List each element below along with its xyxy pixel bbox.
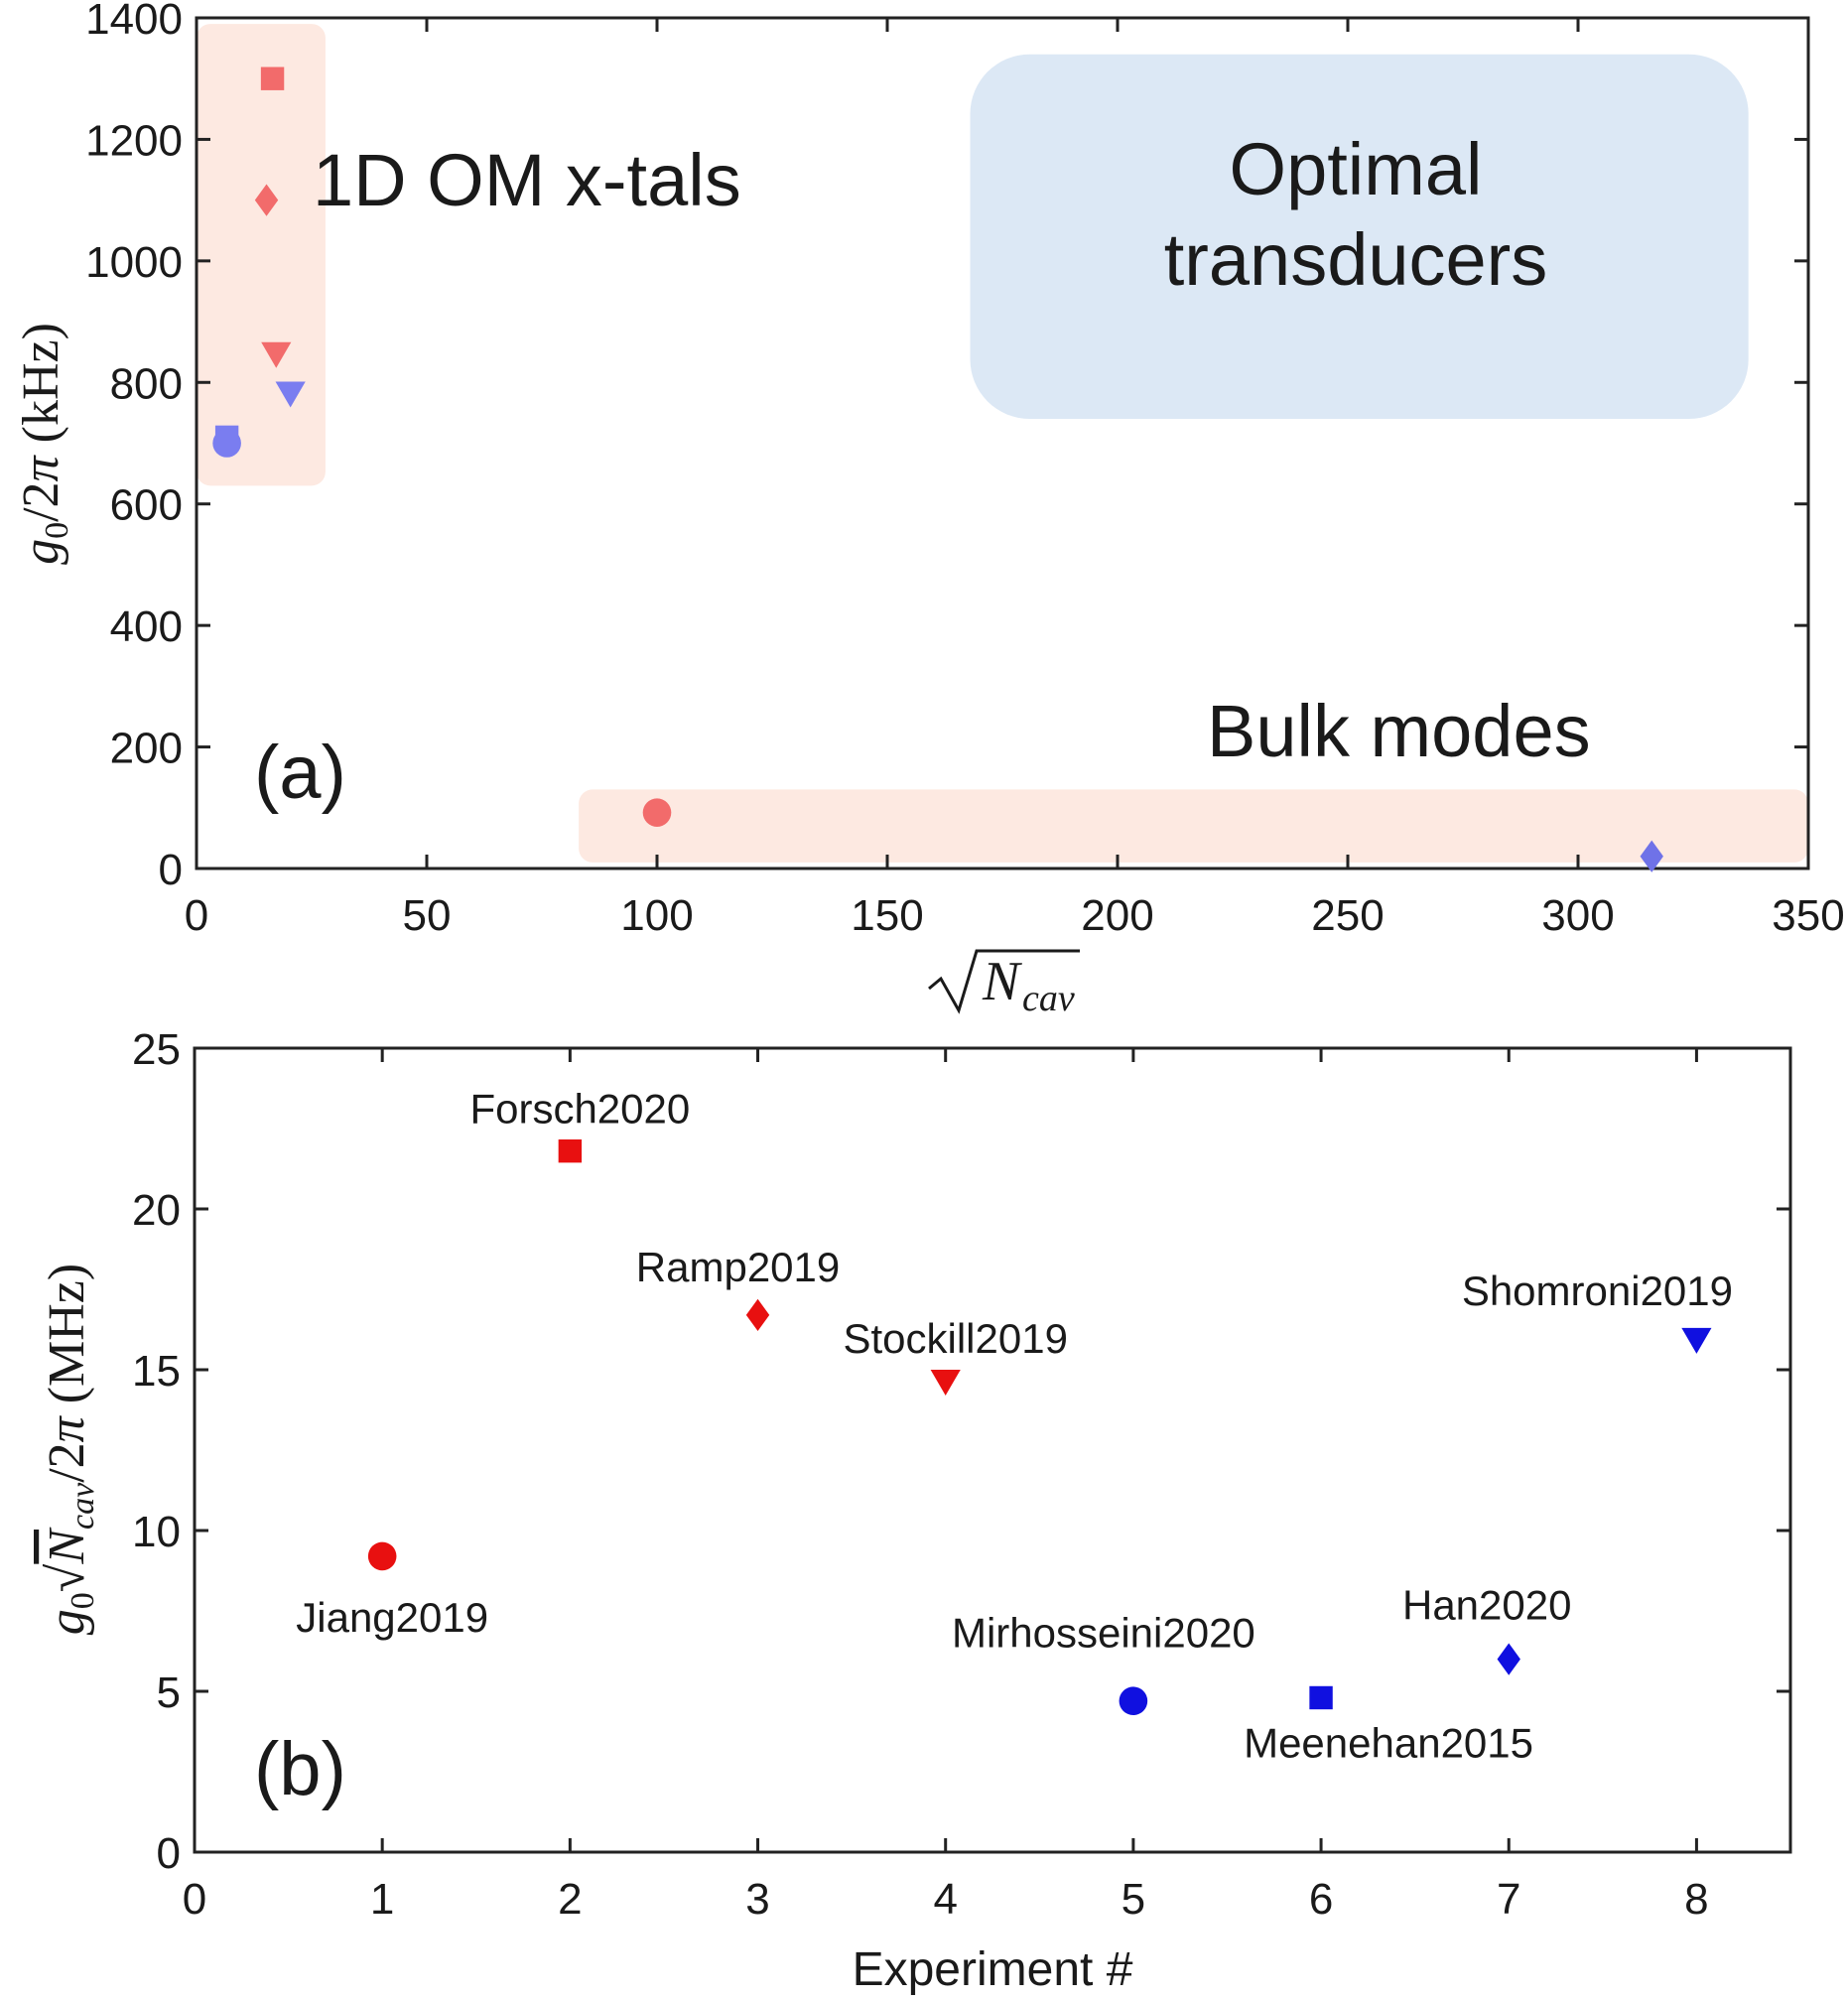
y-tick-label: 600 bbox=[110, 481, 183, 530]
y-tick-label: 1200 bbox=[85, 116, 183, 165]
y-tick-label: 0 bbox=[159, 846, 183, 894]
x-tick-label: 1 bbox=[370, 1875, 394, 1924]
panel-a: 0 50 100 150 200 250 300 350 0 200 400 600 800 1000 12… bbox=[13, 0, 1845, 1019]
panel-a-point-7 bbox=[1640, 840, 1663, 872]
x-tick-label: 7 bbox=[1497, 1875, 1520, 1924]
panel-b-ylabel: g0√Ncav/2π (MHz) bbox=[39, 1264, 101, 1635]
panel-b-point-meenehan2015 bbox=[1309, 1685, 1333, 1710]
point-label-stockill2019: Stockill2019 bbox=[843, 1315, 1067, 1362]
x-tick-label: 200 bbox=[1081, 891, 1153, 940]
y-tick-label: 1400 bbox=[85, 0, 183, 44]
point-label-forsch2020: Forsch2020 bbox=[469, 1086, 690, 1133]
region-label-optimal-transducers-line2: transducers bbox=[1164, 218, 1548, 301]
y-tick-label: 400 bbox=[110, 602, 183, 651]
region-1 bbox=[579, 789, 1808, 863]
panel-b-point-mirhosseini2020 bbox=[1119, 1686, 1148, 1716]
panel-a-ylabel: g0/2π (kHz) bbox=[13, 323, 75, 565]
region-0 bbox=[197, 24, 326, 486]
svg-text:g0/2π (kHz): g0/2π (kHz) bbox=[13, 323, 75, 565]
panel-a-label: (a) bbox=[254, 731, 346, 815]
panel-a-axes-box bbox=[195, 16, 1810, 870]
region-label-bulk-modes: Bulk modes bbox=[1207, 690, 1591, 772]
x-tick-label: 2 bbox=[558, 1875, 582, 1924]
panel-a-point-3 bbox=[275, 381, 306, 408]
x-tick-label: 300 bbox=[1541, 891, 1614, 940]
panel-a-xlabel: N cav bbox=[928, 949, 1080, 1019]
point-label-mirhosseini2020: Mirhosseini2020 bbox=[952, 1610, 1255, 1657]
x-tick-label: 0 bbox=[185, 891, 208, 940]
svg-text:N: N bbox=[982, 951, 1022, 1012]
x-tick-label: 150 bbox=[851, 891, 923, 940]
point-label-meenehan2015: Meenehan2015 bbox=[1244, 1719, 1533, 1766]
y-tick-label: 0 bbox=[157, 1829, 181, 1878]
panel-a-point-2 bbox=[261, 341, 292, 368]
x-tick-label: 350 bbox=[1772, 891, 1844, 940]
y-tick-label: 5 bbox=[157, 1668, 181, 1717]
point-label-han2020: Han2020 bbox=[1402, 1582, 1571, 1629]
y-tick-label: 10 bbox=[132, 1508, 181, 1556]
panel-b-point-ramp2019 bbox=[745, 1298, 770, 1332]
svg-text:g0√Ncav/2π (MHz): g0√Ncav/2π (MHz) bbox=[39, 1264, 101, 1635]
x-tick-label: 4 bbox=[933, 1875, 957, 1924]
x-tick-label: 50 bbox=[403, 891, 452, 940]
panel-a-point-1 bbox=[254, 184, 279, 216]
x-tick-label: 8 bbox=[1684, 1875, 1708, 1924]
panel-a-point-5 bbox=[212, 429, 241, 458]
x-tick-label: 250 bbox=[1311, 891, 1384, 940]
y-tick-label: 200 bbox=[110, 725, 183, 773]
x-tick-label: 0 bbox=[183, 1875, 206, 1924]
panel-b-xlabel: Experiment # bbox=[853, 1943, 1133, 1996]
x-tick-label: 3 bbox=[745, 1875, 769, 1924]
x-tick-label: 100 bbox=[620, 891, 693, 940]
panel-b-point-stockill2019 bbox=[930, 1369, 961, 1396]
region-2 bbox=[970, 54, 1749, 420]
panel-a-point-0 bbox=[260, 67, 285, 90]
panel-b: 0 1 2 3 4 5 6 7 8 0 5 10 15 20 25 Jiang2019 Forsch2020 R… bbox=[39, 1025, 1792, 1996]
svg-text:cav: cav bbox=[1022, 978, 1075, 1019]
region-label-optimal-transducers-line1: Optimal bbox=[1230, 128, 1483, 210]
panel-b-label: (b) bbox=[254, 1727, 346, 1811]
panel-b-point-forsch2020 bbox=[558, 1138, 583, 1163]
point-label-jiang2019: Jiang2019 bbox=[296, 1594, 488, 1641]
y-tick-label: 25 bbox=[132, 1025, 181, 1074]
x-tick-label: 5 bbox=[1122, 1875, 1145, 1924]
y-tick-label: 1000 bbox=[85, 238, 183, 287]
panel-b-ticks: 0 1 2 3 4 5 6 7 8 0 5 10 15 20 25 bbox=[132, 1025, 1790, 1924]
x-tick-label: 6 bbox=[1309, 1875, 1333, 1924]
panel-a-points bbox=[212, 67, 1663, 872]
panel-a-ticks: 0 50 100 150 200 250 300 350 0 200 400 600 800 1000 12… bbox=[85, 0, 1845, 940]
y-tick-label: 15 bbox=[132, 1347, 181, 1396]
region-label-1d-om-xtals: 1D OM x-tals bbox=[313, 139, 741, 221]
panel-b-axes-box bbox=[193, 1046, 1792, 1854]
panel-a-regions bbox=[197, 24, 1808, 863]
panel-b-point-jiang2019 bbox=[367, 1541, 397, 1571]
panel-b-point-han2020 bbox=[1497, 1643, 1520, 1675]
panel-b-points bbox=[367, 1138, 1712, 1716]
y-tick-label: 20 bbox=[132, 1186, 181, 1235]
panel-b-point-shomroni2019 bbox=[1681, 1327, 1712, 1354]
panel-a-point-6 bbox=[642, 798, 672, 827]
point-label-shomroni2019: Shomroni2019 bbox=[1462, 1267, 1733, 1314]
point-label-ramp2019: Ramp2019 bbox=[636, 1244, 840, 1290]
y-tick-label: 800 bbox=[110, 359, 183, 408]
